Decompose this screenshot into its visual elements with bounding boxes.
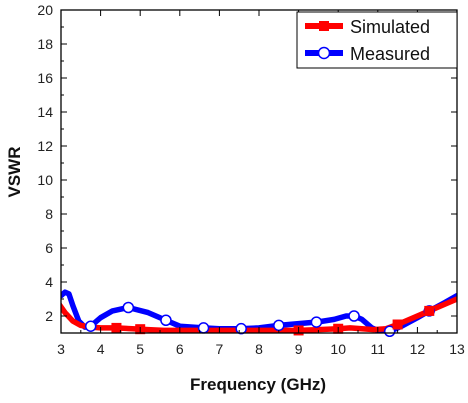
- legend-measured-marker: [317, 46, 331, 60]
- x-tick-label: 12: [410, 341, 426, 357]
- legend-simulated-label: Simulated: [350, 17, 430, 37]
- x-tick-label: 3: [57, 341, 65, 357]
- marker-measured-7: [348, 310, 360, 322]
- x-axis-title: Frequency (GHz): [190, 375, 326, 394]
- y-tick-label: 12: [37, 138, 53, 154]
- legend-measured-label: Measured: [350, 44, 430, 64]
- marker-simulated-5: [424, 305, 435, 316]
- y-tick-label: 14: [37, 104, 53, 120]
- axes-layer: 3 4 5 6 7 8 9 10 11 12 13 2 4 6 8 10 12 14 16 18 20: [37, 2, 465, 357]
- x-tick-label: 13: [449, 341, 465, 357]
- x-tick-label: 8: [255, 341, 263, 357]
- marker-measured-0: [84, 320, 97, 332]
- y-tick-label: 18: [37, 36, 53, 52]
- marker-measured-1: [122, 301, 135, 314]
- y-tick-label: 2: [45, 308, 53, 324]
- y-axis-title: VSWR: [5, 147, 24, 198]
- marker-measured-5: [273, 319, 285, 332]
- y-tick-label: 8: [45, 206, 53, 222]
- legend: Simulated Measured: [296, 11, 458, 69]
- x-tick-label: 7: [216, 341, 224, 357]
- marker-measured-4: [235, 322, 247, 335]
- data-layer: [61, 289, 457, 338]
- marker-measured-6: [310, 316, 323, 328]
- y-tick-label: 16: [37, 70, 53, 86]
- marker-simulated-0: [111, 322, 122, 333]
- marker-simulated-4: [392, 319, 403, 330]
- x-tick-label: 6: [176, 341, 184, 357]
- marker-measured-2: [160, 314, 172, 326]
- x-tick-label: 9: [295, 341, 303, 357]
- y-tick-label: 6: [45, 240, 53, 256]
- y-tick-label: 20: [37, 2, 53, 18]
- y-tick-label: 4: [45, 274, 53, 290]
- y-tick-label: 10: [37, 172, 53, 188]
- marker-measured-8: [383, 325, 396, 338]
- x-tick-label: 4: [97, 341, 105, 357]
- x-tick-label: 5: [136, 341, 144, 357]
- legend-simulated-marker: [319, 21, 329, 31]
- x-tick-label: 10: [330, 341, 346, 357]
- x-tick-label: 11: [371, 341, 386, 357]
